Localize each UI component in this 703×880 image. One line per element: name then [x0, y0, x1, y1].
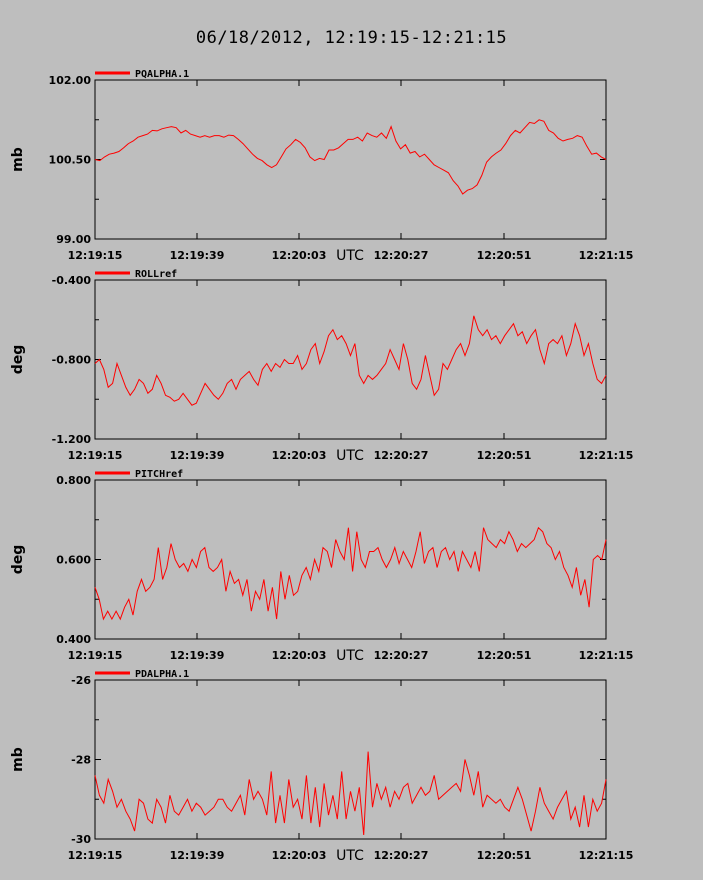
- plot-frame: [94, 679, 607, 840]
- plot-frame: [94, 279, 607, 440]
- x-axis-label: UTC: [336, 848, 364, 864]
- x-tick-label: 12:20:03: [272, 849, 327, 862]
- y-tick-label: -1.200: [52, 433, 92, 446]
- y-tick-label: 0.800: [56, 474, 91, 487]
- y-tick-label: 0.600: [56, 554, 91, 567]
- x-tick-label: 12:19:39: [170, 849, 225, 862]
- y-tick-label: -30: [71, 833, 91, 846]
- x-tick-label: 12:20:03: [272, 249, 327, 262]
- y-axis-label: deg: [10, 345, 26, 375]
- series-line-ROLLref: [94, 315, 607, 406]
- x-tick-label: 12:20:27: [374, 449, 429, 462]
- y-tick-label: -28: [71, 754, 91, 767]
- plot-frame: [94, 79, 607, 240]
- y-axis-label: mb: [10, 147, 26, 172]
- x-tick-label: 12:21:15: [579, 249, 634, 262]
- chart-panel-3: 0.400 0.600 0.800 12:19:15 12:19:39 12:20:03 1…: [10, 469, 633, 664]
- chart-panel-2: -1.200 -0.800 -0.400 12:19:15 12:19:39 12:20:…: [10, 269, 633, 464]
- x-axis-label: UTC: [336, 648, 364, 664]
- y-tick-label: 100.50: [49, 154, 92, 167]
- y-tick-label: -26: [71, 674, 91, 687]
- x-tick-label: 12:20:51: [477, 849, 532, 862]
- y-tick-label: -0.800: [52, 354, 92, 367]
- y-tick-label: 0.400: [56, 633, 91, 646]
- y-tick-label: 102.00: [49, 74, 92, 87]
- legend-label: PITCHref: [135, 469, 183, 480]
- x-tick-label: 12:20:51: [477, 249, 532, 262]
- x-axis-label: UTC: [336, 248, 364, 264]
- x-tick-label: 12:19:39: [170, 449, 225, 462]
- series-line-PITCHref: [94, 526, 607, 621]
- legend-label: PQALPHA.1: [135, 69, 189, 80]
- x-tick-label: 12:19:15: [68, 449, 123, 462]
- x-tick-label: 12:19:39: [170, 649, 225, 662]
- legend-label: ROLLref: [135, 269, 177, 280]
- y-tick-label: -0.400: [52, 274, 92, 287]
- series-line-PDALPHA.1: [94, 751, 607, 836]
- plot-frame: [94, 479, 607, 640]
- x-tick-label: 12:20:51: [477, 449, 532, 462]
- x-axis-label: UTC: [336, 448, 364, 464]
- x-tick-label: 12:21:15: [579, 449, 634, 462]
- x-tick-label: 12:19:15: [68, 849, 123, 862]
- legend-label: PDALPHA.1: [135, 669, 189, 680]
- x-tick-label: 12:21:15: [579, 849, 634, 862]
- x-tick-label: 12:19:15: [68, 649, 123, 662]
- x-tick-label: 12:19:39: [170, 249, 225, 262]
- y-axis-label: deg: [10, 545, 26, 575]
- y-axis-label: mb: [10, 747, 26, 772]
- x-tick-label: 12:20:27: [374, 649, 429, 662]
- x-tick-label: 12:20:03: [272, 449, 327, 462]
- x-tick-label: 12:21:15: [579, 649, 634, 662]
- x-tick-label: 12:20:51: [477, 649, 532, 662]
- chart-title: 06/18/2012, 12:19:15-12:21:15: [195, 28, 508, 48]
- series-line-PQALPHA.1: [94, 119, 607, 195]
- x-tick-label: 12:20:03: [272, 649, 327, 662]
- y-tick-label: 99.00: [56, 233, 91, 246]
- x-tick-label: 12:20:27: [374, 249, 429, 262]
- chart-panel-4: -30 -28 -26 12:19:15 12:19:39 12:20:03 12:20:2…: [10, 669, 633, 864]
- x-tick-label: 12:20:27: [374, 849, 429, 862]
- x-tick-label: 12:19:15: [68, 249, 123, 262]
- chart-panel-1: 99.00 100.50 102.00 12:19:15 12:19:39 12:20:0…: [10, 69, 633, 264]
